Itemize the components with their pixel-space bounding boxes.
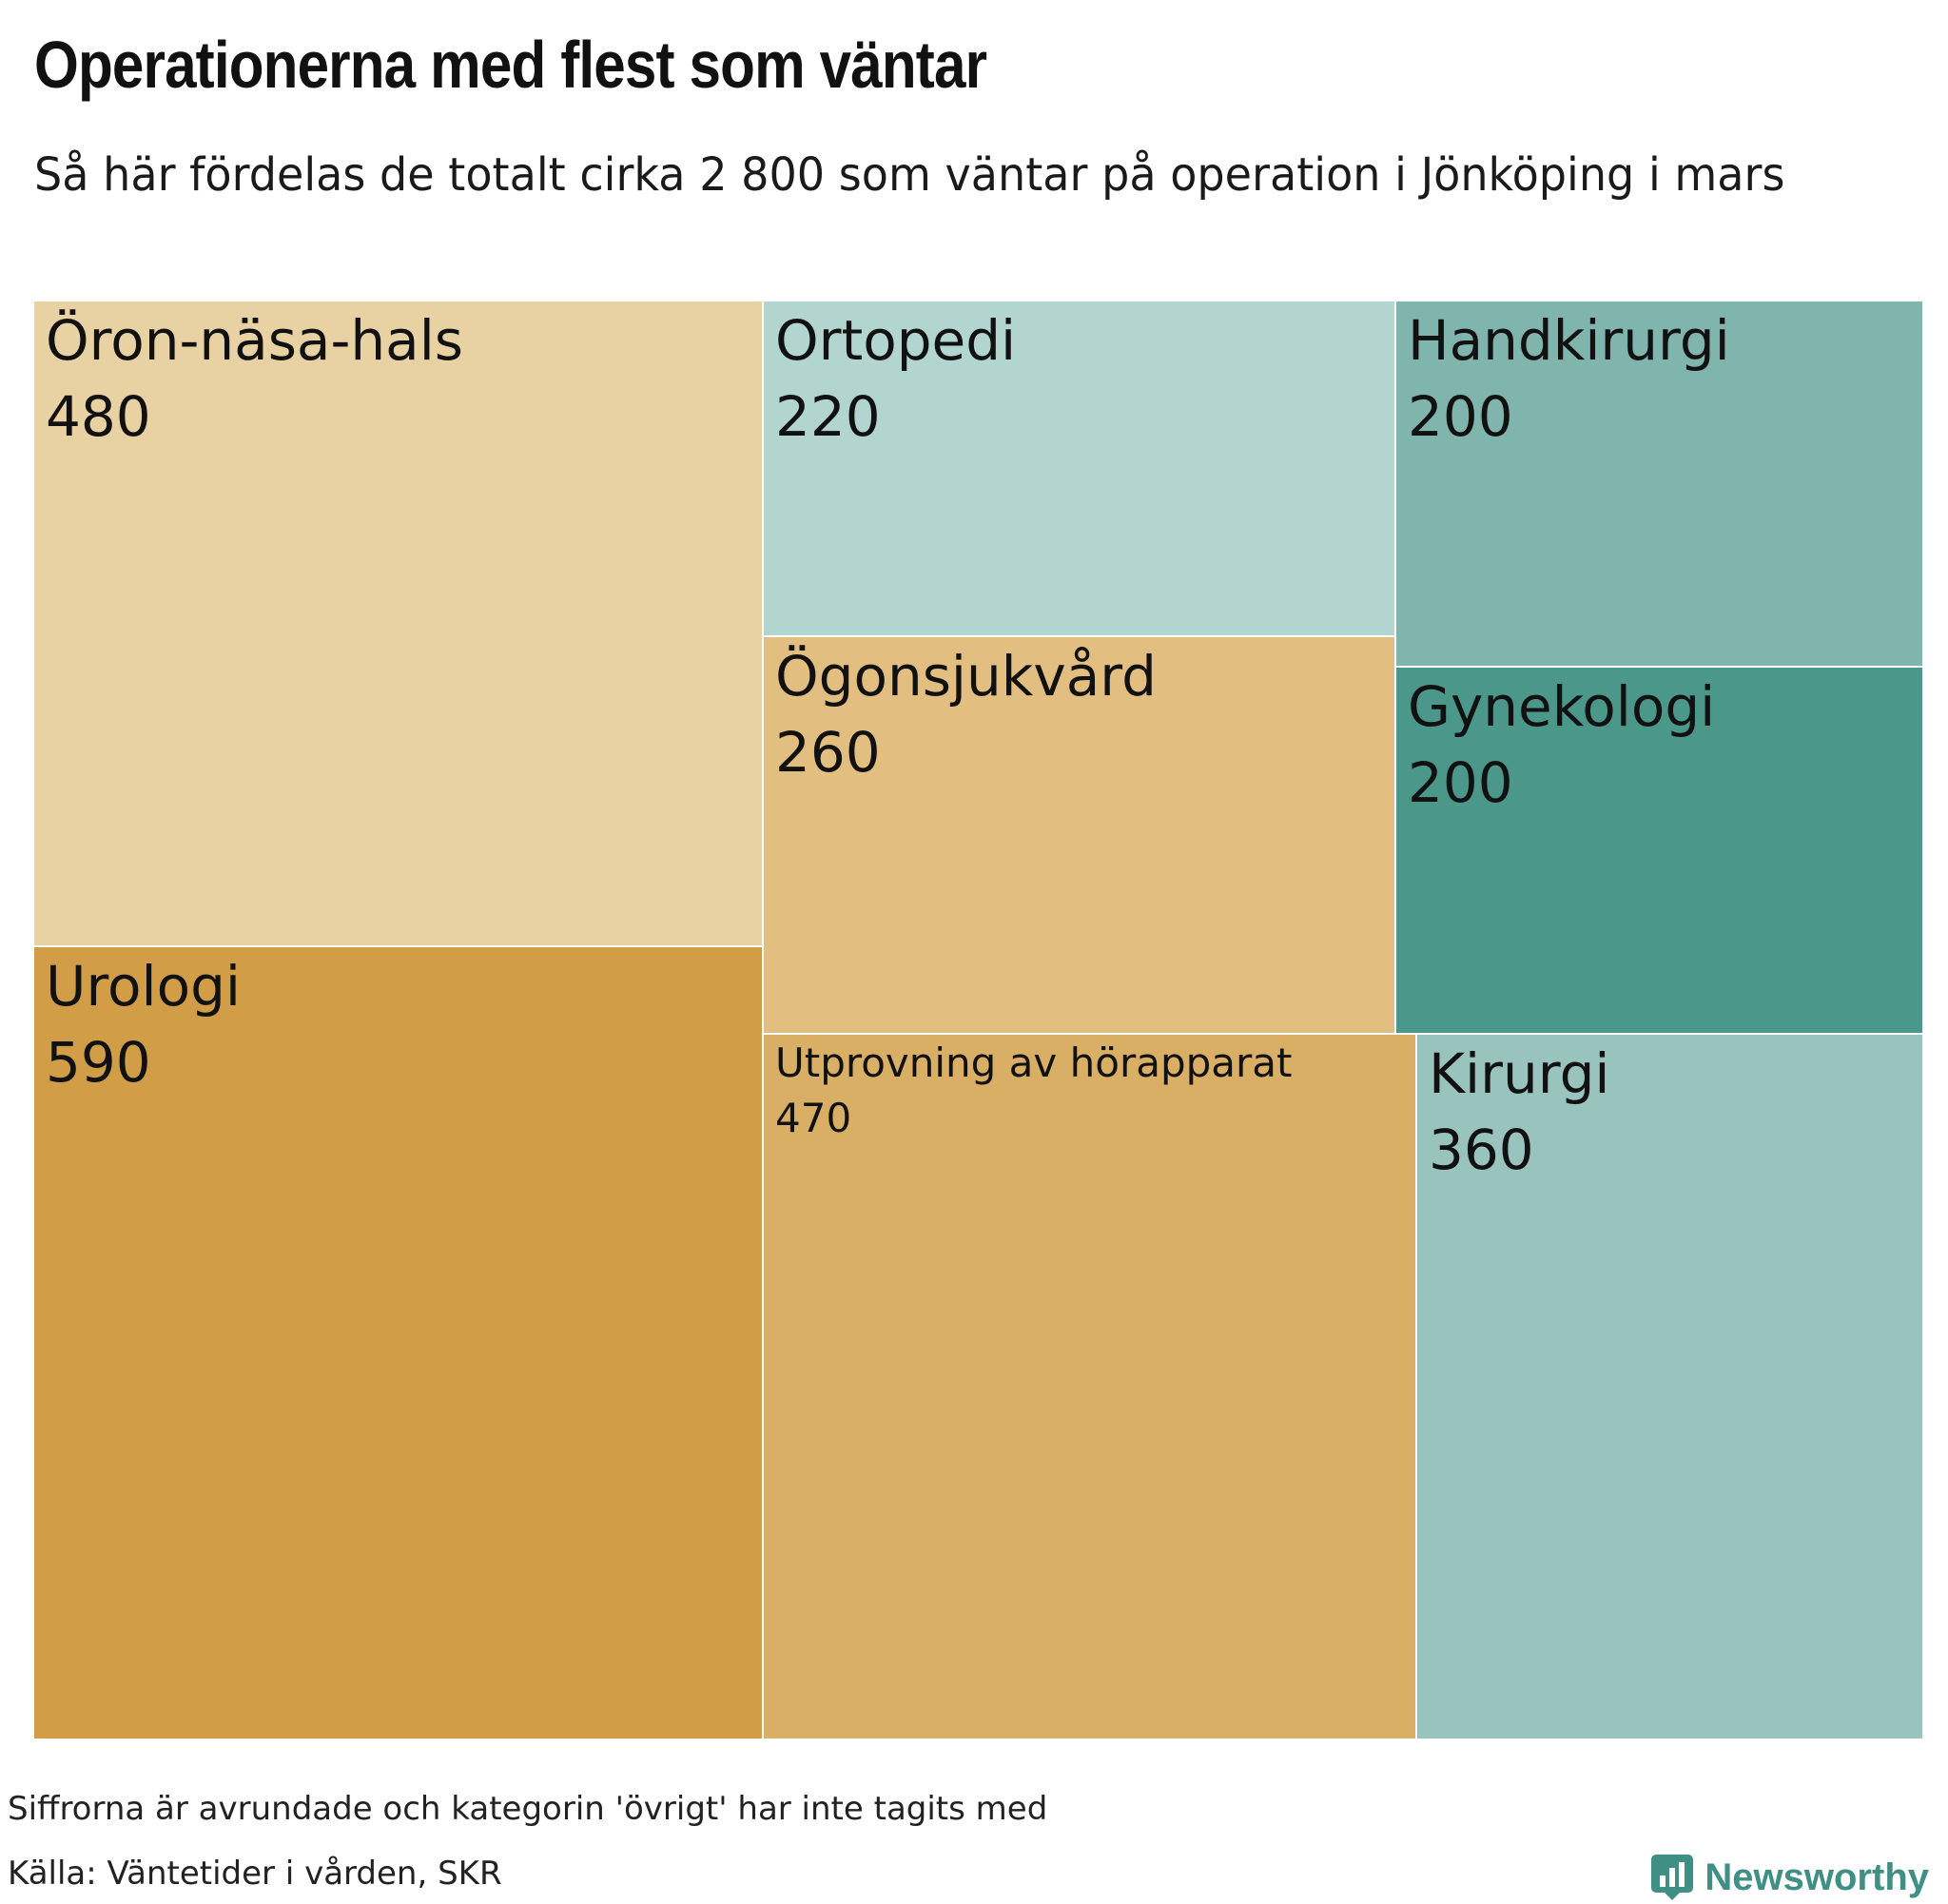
tile-category-kirurgi: Kirurgi [1429,1041,1610,1106]
tile-label-kirurgi: Kirurgi 360 [1429,1036,1610,1188]
tile-value-utprovning-av-horapparat: 470 [775,1095,852,1141]
treemap-tile-oron-nasa-hals[interactable] [32,300,764,947]
treemap-tile-ortopedi[interactable] [762,300,1396,637]
tile-category-handkirurgi: Handkirurgi [1408,308,1730,373]
tile-label-utprovning-av-horapparat: Utprovning av hörapparat 470 [775,1036,1292,1146]
chart-title: Operationerna med flest som väntar [34,28,987,102]
bar-chart-icon [1651,1855,1694,1900]
tile-value-ortopedi: 220 [775,384,881,449]
tile-value-ogonsjukvard: 260 [775,720,881,785]
tile-category-urologi: Urologi [46,954,242,1019]
treemap-tile-gynekologi[interactable] [1394,666,1924,1035]
tile-category-ortopedi: Ortopedi [775,308,1017,373]
treemap-tile-handkirurgi[interactable] [1394,300,1924,668]
tile-label-ortopedi: Ortopedi 220 [775,302,1016,455]
newsworthy-logo: Newsworthy [1651,1851,1929,1904]
treemap-svg [32,300,1924,1740]
tile-category-ogonsjukvard: Ögonsjukvård [775,644,1157,709]
tile-label-handkirurgi: Handkirurgi 200 [1408,302,1730,455]
treemap-chart: Öron-näsa-hals 480 Urologi 590 Ortopedi 220 Ög… [32,300,1924,1740]
source-note: Källa: Väntetider i vården, SKR [8,1855,502,1893]
tile-label-gynekologi: Gynekologi 200 [1408,669,1715,821]
treemap-tile-ogonsjukvard[interactable] [762,635,1396,1035]
tile-value-urologi: 590 [46,1030,151,1095]
footnote: Siffrorna är avrundade och kategorin 'öv… [8,1790,1048,1828]
chart-subtitle: Så här fördelas de totalt cirka 2 800 so… [34,148,1785,202]
treemap-tile-kirurgi[interactable] [1415,1033,1924,1740]
tile-category-gynekologi: Gynekologi [1408,674,1716,739]
tile-category-utprovning-av-horapparat: Utprovning av hörapparat [775,1039,1293,1086]
tile-label-oron-nasa-hals: Öron-näsa-hals 480 [46,302,463,455]
tile-value-oron-nasa-hals: 480 [46,384,151,449]
treemap-tile-urologi[interactable] [32,945,764,1740]
tile-value-gynekologi: 200 [1408,750,1513,815]
tile-label-ogonsjukvard: Ögonsjukvård 260 [775,638,1157,790]
brand-name: Newsworthy [1704,1855,1929,1898]
tile-value-handkirurgi: 200 [1408,384,1513,449]
tile-value-kirurgi: 360 [1429,1117,1534,1182]
tile-label-urologi: Urologi 590 [46,948,241,1100]
treemap-tile-utprovning-av-horapparat[interactable] [762,1033,1417,1740]
tile-category-oron-nasa-hals: Öron-näsa-hals [46,308,464,373]
